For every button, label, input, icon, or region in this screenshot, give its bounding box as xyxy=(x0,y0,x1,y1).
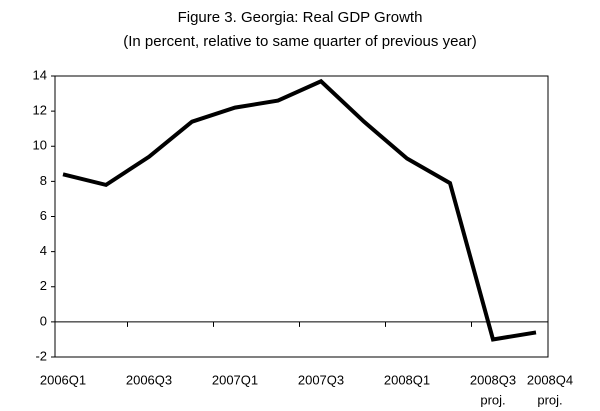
y-tick-label: 4 xyxy=(40,243,47,258)
chart-subtitle: (In percent, relative to same quarter of… xyxy=(123,33,477,50)
y-tick-label: 0 xyxy=(40,313,47,328)
x-tick-label: 2007Q3 xyxy=(298,372,344,387)
x-tick-note: proj. xyxy=(480,392,505,407)
y-tick-label: -2 xyxy=(35,348,47,363)
y-tick-label: 14 xyxy=(33,67,47,82)
y-tick-label: 12 xyxy=(33,103,47,118)
x-tick-label: 2008Q3 xyxy=(470,372,516,387)
x-tick-note: proj. xyxy=(537,392,562,407)
chart-title: Figure 3. Georgia: Real GDP Growth xyxy=(178,9,423,26)
x-tick-label: 2008Q1 xyxy=(384,372,430,387)
x-tick-label: 2007Q1 xyxy=(212,372,258,387)
x-tick-label: 2006Q1 xyxy=(40,372,86,387)
y-tick-label: 2 xyxy=(40,278,47,293)
data-line xyxy=(62,78,537,342)
plot-frame xyxy=(54,75,549,358)
x-tick-label: 2006Q3 xyxy=(126,372,172,387)
y-tick-label: 6 xyxy=(40,208,47,223)
y-tick-label: 10 xyxy=(33,138,47,153)
x-tick-label: 2008Q4 xyxy=(527,372,573,387)
y-tick-label: 8 xyxy=(40,173,47,188)
